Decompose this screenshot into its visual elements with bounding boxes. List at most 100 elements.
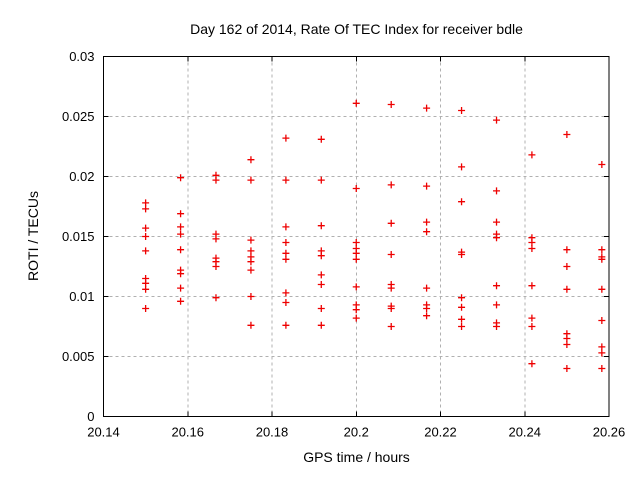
data-point-marker bbox=[247, 236, 255, 244]
y-tick-label: 0.03 bbox=[69, 49, 94, 64]
data-point-marker bbox=[423, 218, 431, 226]
data-point-marker bbox=[142, 233, 150, 240]
data-point-marker bbox=[177, 174, 185, 182]
tick-labels: 20.14 20.16 20.18 20.2 20.22 20.24 20.26 0 0.005… bbox=[62, 49, 625, 440]
data-point-marker bbox=[142, 247, 150, 255]
data-point-marker bbox=[387, 219, 395, 227]
data-point-marker bbox=[247, 176, 255, 184]
data-point-marker bbox=[282, 249, 290, 257]
data-point-marker bbox=[493, 323, 501, 330]
data-point-marker bbox=[212, 176, 220, 184]
data-point-marker bbox=[142, 305, 150, 312]
data-point-marker bbox=[317, 305, 325, 312]
data-point-marker bbox=[493, 116, 501, 124]
data-point-marker bbox=[282, 223, 290, 231]
data-point-marker bbox=[458, 323, 466, 330]
data-point-marker bbox=[493, 234, 501, 242]
chart-title: Day 162 of 2014, Rate Of TEC Index for r… bbox=[190, 21, 523, 37]
data-point-marker bbox=[317, 176, 325, 184]
data-point-marker bbox=[282, 255, 290, 263]
data-point-marker bbox=[387, 181, 395, 189]
data-point-marker bbox=[282, 299, 290, 306]
x-axis-label: GPS time / hours bbox=[303, 449, 410, 465]
data-point-marker bbox=[317, 281, 325, 288]
x-tick-label: 20.14 bbox=[87, 425, 120, 440]
data-point-marker bbox=[282, 289, 290, 297]
data-point-marker bbox=[528, 239, 536, 246]
data-point-marker bbox=[528, 282, 536, 290]
data-point-marker bbox=[598, 365, 606, 372]
data-point-marker bbox=[563, 285, 571, 293]
data-point-marker bbox=[423, 182, 431, 190]
data-point-marker bbox=[317, 252, 325, 260]
y-tick-label: 0.01 bbox=[69, 289, 94, 304]
data-point-marker bbox=[598, 317, 606, 324]
data-point-marker bbox=[177, 297, 185, 305]
data-point-marker bbox=[528, 314, 536, 322]
data-point-marker bbox=[212, 263, 220, 270]
x-tick-label: 20.2 bbox=[344, 425, 369, 440]
data-point-marker bbox=[247, 258, 255, 266]
y-tick-label: 0 bbox=[87, 409, 94, 424]
data-point-marker bbox=[212, 294, 220, 302]
data-point-marker bbox=[177, 284, 185, 292]
data-point-marker bbox=[352, 99, 360, 107]
data-point-marker bbox=[598, 161, 606, 168]
data-point-marker bbox=[352, 185, 360, 192]
data-point-marker bbox=[352, 249, 360, 257]
data-point-marker bbox=[282, 239, 290, 246]
data-point-marker bbox=[563, 131, 571, 138]
data-point-marker bbox=[387, 284, 395, 292]
data-point-marker bbox=[598, 285, 606, 293]
data-point-marker bbox=[247, 247, 255, 255]
data-point-marker bbox=[212, 235, 220, 243]
gridlines bbox=[103, 56, 609, 417]
data-point-marker bbox=[177, 223, 185, 231]
y-tick-label: 0.005 bbox=[62, 349, 95, 364]
data-point-marker bbox=[177, 246, 185, 254]
y-tick-label: 0.025 bbox=[62, 109, 95, 124]
data-point-marker bbox=[458, 315, 466, 323]
data-point-marker bbox=[563, 263, 571, 270]
data-point-marker bbox=[563, 246, 571, 254]
data-point-marker bbox=[598, 349, 606, 357]
data-point-marker bbox=[387, 305, 395, 312]
y-tick-label: 0.015 bbox=[62, 229, 95, 244]
data-point-marker bbox=[142, 285, 150, 293]
data-point-marker bbox=[282, 134, 290, 142]
data-point-marker bbox=[317, 135, 325, 143]
data-point-marker bbox=[247, 156, 255, 164]
data-point-marker bbox=[528, 323, 536, 330]
x-tick-label: 20.24 bbox=[508, 425, 541, 440]
data-point-marker bbox=[423, 312, 431, 320]
data-point-marker bbox=[423, 104, 431, 112]
data-point-marker bbox=[423, 228, 431, 236]
data-point-marker bbox=[528, 151, 536, 159]
data-point-marker bbox=[598, 246, 606, 254]
data-point-marker bbox=[352, 255, 360, 263]
data-point-marker bbox=[352, 283, 360, 291]
data-point-marker bbox=[458, 251, 466, 258]
data-point-marker bbox=[142, 199, 150, 207]
data-point-marker bbox=[493, 282, 501, 290]
axis-ticks bbox=[103, 56, 610, 417]
data-point-marker bbox=[458, 163, 466, 171]
x-tick-label: 20.18 bbox=[256, 425, 289, 440]
data-point-marker bbox=[458, 303, 466, 311]
data-point-marker bbox=[458, 107, 466, 114]
y-tick-label: 0.02 bbox=[69, 169, 94, 184]
data-point-marker bbox=[493, 218, 501, 226]
data-point-marker bbox=[177, 210, 185, 218]
data-point-marker bbox=[177, 270, 185, 278]
data-point-marker bbox=[598, 343, 606, 351]
data-point-marker bbox=[563, 341, 571, 348]
data-point-marker bbox=[493, 301, 501, 309]
data-point-marker bbox=[247, 293, 255, 300]
data-point-marker bbox=[458, 198, 466, 206]
data-point-marker bbox=[598, 255, 606, 263]
data-point-marker bbox=[142, 205, 150, 213]
data-point-marker bbox=[387, 101, 395, 108]
data-point-marker bbox=[458, 294, 466, 302]
